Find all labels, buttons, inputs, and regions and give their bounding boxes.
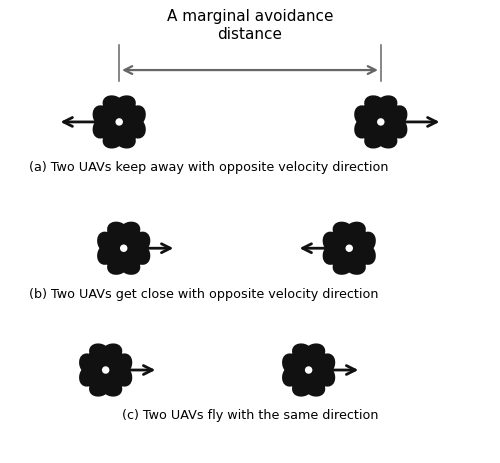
Circle shape bbox=[116, 119, 122, 125]
Polygon shape bbox=[112, 116, 126, 130]
Text: A marginal avoidance
distance: A marginal avoidance distance bbox=[167, 9, 333, 42]
Polygon shape bbox=[117, 242, 130, 256]
Circle shape bbox=[378, 119, 384, 125]
Circle shape bbox=[120, 246, 126, 252]
Circle shape bbox=[102, 367, 108, 373]
Polygon shape bbox=[374, 116, 388, 130]
Circle shape bbox=[346, 246, 352, 252]
Polygon shape bbox=[98, 363, 112, 377]
Text: (c) Two UAVs fly with the same direction: (c) Two UAVs fly with the same direction bbox=[122, 408, 378, 421]
Text: (a) Two UAVs keep away with opposite velocity direction: (a) Two UAVs keep away with opposite vel… bbox=[29, 161, 388, 174]
Polygon shape bbox=[342, 242, 356, 256]
Polygon shape bbox=[302, 363, 316, 377]
Text: (b) Two UAVs get close with opposite velocity direction: (b) Two UAVs get close with opposite vel… bbox=[29, 287, 378, 300]
Circle shape bbox=[306, 367, 312, 373]
